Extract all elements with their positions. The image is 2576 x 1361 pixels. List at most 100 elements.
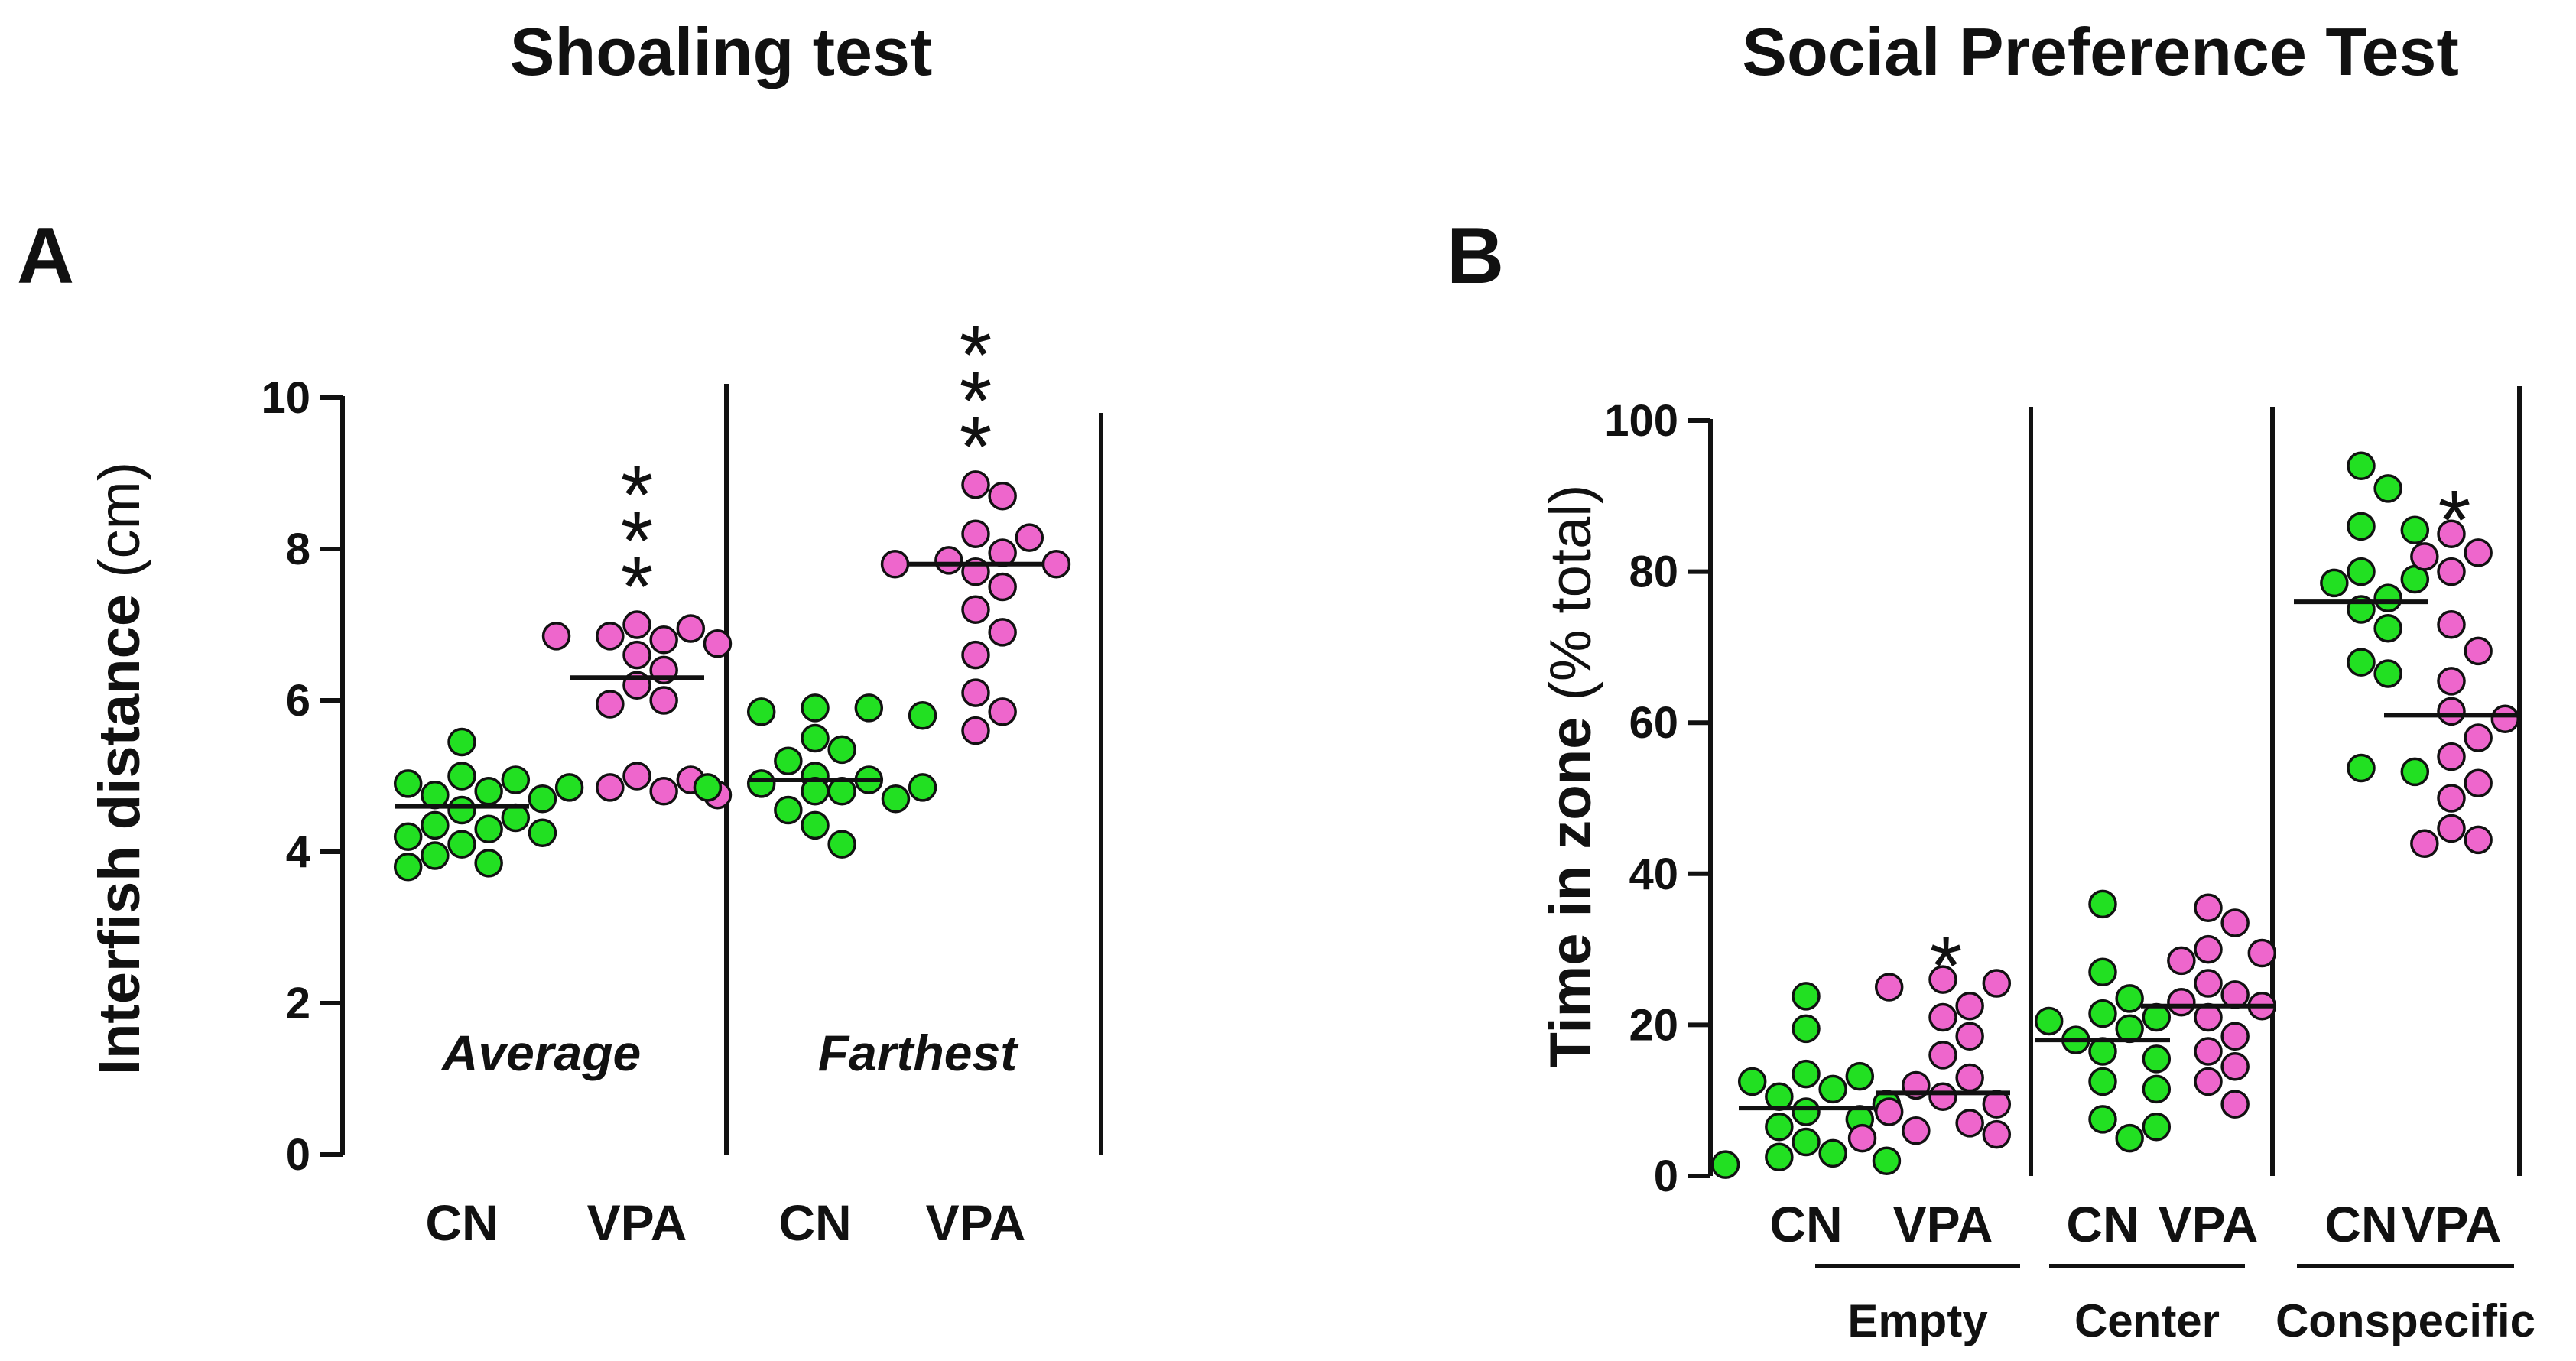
panel-b-conspecific-cn-point-10 — [2373, 613, 2402, 643]
panel-a-average-vpa-point-3 — [596, 622, 625, 651]
panel-a-farthest-cn-point-18 — [827, 830, 856, 859]
panel-b-conspecific-vpa-point-4 — [2437, 557, 2466, 586]
panel-b-empty-cn-point-9 — [1792, 1097, 1821, 1126]
panel-b-empty-vpa-point-15 — [1982, 1119, 2012, 1149]
panel-b-conspecific-cn-point-4 — [2400, 515, 2430, 545]
panel-letter-a: A — [17, 212, 74, 300]
panel-b-y-tick-label-100: 100 — [1604, 396, 1678, 446]
panel-a-farthest-cn-point-16 — [774, 795, 803, 825]
panel-a-average-cn-point-11 — [421, 810, 450, 840]
panel-b-empty-vpa-point-13 — [1955, 1109, 1984, 1138]
panel-b-center-vpa-point-6 — [2194, 969, 2223, 998]
panel-b-empty-vpa-point-2 — [1982, 969, 2012, 998]
panel-b-empty-vpa-point-16 — [1847, 1123, 1877, 1153]
panel-b-conspecific-cn-point-7 — [2320, 568, 2349, 598]
panel-letter-b: B — [1447, 212, 1504, 300]
panel-b-center-vpa-point-4 — [2247, 938, 2277, 968]
panel-b-empty-vpa-point-7 — [1928, 1041, 1957, 1070]
panel-b-conspecific-cn-point-14 — [2400, 757, 2430, 787]
panel-a-average-cn-category-label: CN — [425, 1194, 498, 1251]
panel-a-farthest-vpa-significance-star-2: * — [960, 354, 992, 448]
panel-b-center-cn-point-2 — [2088, 957, 2117, 986]
panel-b-center-cn-point-1 — [2088, 889, 2117, 919]
panel-b-empty-cn-point-13 — [1818, 1138, 1847, 1168]
panel-a-farthest-condition-label: Farthest — [818, 1025, 1019, 1081]
panel-b-center-vpa-point-3 — [2194, 934, 2223, 964]
panel-a-y-tick-label-4: 4 — [286, 827, 310, 877]
panel-a-y-tick-label-0: 0 — [286, 1130, 310, 1180]
panel-a-farthest-cn-point-3 — [746, 697, 776, 726]
panel-a-farthest-cn-point-10 — [746, 769, 776, 798]
panel-a-y-tick-label-8: 8 — [286, 525, 310, 574]
panel-b-empty-vpa-category-label: VPA — [1893, 1196, 1993, 1252]
panel-b-conspecific-vpa-point-9 — [2490, 704, 2520, 734]
panel-b-conspecific-vpa-point-5 — [2437, 610, 2466, 639]
panel-b-center-cn-point-4 — [2088, 999, 2117, 1028]
panel-b-empty-vpa-point-3 — [1874, 973, 1904, 1002]
panel-a-farthest-cn-point-5 — [801, 723, 830, 753]
panel-b-center-vpa-category-label: VPA — [2159, 1196, 2259, 1252]
panel-a-farthest-cn-category-label: CN — [778, 1194, 851, 1251]
panel-a-farthest-vpa-point-14 — [961, 678, 990, 707]
panel-a-average-cn-point-16 — [421, 841, 450, 870]
panel-b-conspecific-zone-label: Conspecific — [2276, 1295, 2535, 1346]
panel-a-farthest-cn-point-12 — [693, 773, 723, 802]
panel-a-average-vpa-point-14 — [596, 773, 625, 802]
panel-a-farthest-cn-point-6 — [827, 735, 856, 765]
panel-a-average-cn-point-6 — [474, 777, 503, 806]
panel-a-farthest-cn-point-15 — [881, 784, 911, 814]
panel-a-average-cn-point-14 — [393, 822, 423, 851]
panel-a-average-cn-point-2 — [447, 762, 476, 791]
panel-b-center-cn-point-11 — [2088, 1067, 2117, 1096]
panel-b-y-tick-label-80: 80 — [1629, 547, 1678, 597]
panel-a-farthest-vpa-point-16 — [961, 716, 990, 745]
panel-a-farthest-vpa-point-15 — [988, 697, 1017, 726]
panel-b-y-tick-label-60: 60 — [1629, 698, 1678, 748]
panel-b-center-zone-label: Center — [2074, 1295, 2220, 1346]
panel-b-empty-vpa-point-12 — [1874, 1097, 1904, 1126]
panel-b-empty-cn-category-label: CN — [1769, 1196, 1842, 1252]
panel-a-average-vpa-significance-star-3: * — [621, 448, 654, 542]
panel-a-average-vpa-point-12 — [622, 762, 651, 791]
panel-b-center-vpa-point-15 — [2220, 1090, 2250, 1119]
panel-a-average-condition-label: Average — [440, 1025, 642, 1081]
panel-a-farthest-vpa-point-11 — [961, 595, 990, 624]
panel-b-conspecific-cn-point-8 — [2373, 583, 2402, 612]
panel-a-average-cn-point-12 — [474, 814, 503, 844]
panel-b-center-cn-point-3 — [2115, 984, 2144, 1013]
panel-b-y-tick-label-0: 0 — [1654, 1151, 1678, 1201]
panel-b-empty-cn-point-16 — [1710, 1150, 1740, 1179]
panel-b-conspecific-cn-point-13 — [2347, 753, 2376, 783]
panel-a-average-vpa-point-7 — [622, 640, 651, 670]
panel-b-center-vpa-point-5 — [2167, 946, 2196, 976]
panel-b-y-tick-label-40: 40 — [1629, 849, 1678, 899]
panel-a-farthest-vpa-point-4 — [1015, 523, 1044, 552]
panel-b-center-cn-point-15 — [2115, 1123, 2144, 1153]
interfish-distance-label-unit: (cm) — [87, 462, 152, 578]
panel-b-conspecific-vpa-point-12 — [2464, 768, 2493, 797]
panel-b-empty-zone-label: Empty — [1847, 1295, 1988, 1346]
panel-b-empty-cn-point-11 — [1765, 1113, 1794, 1142]
panel-b-conspecific-cn-point-2 — [2373, 474, 2402, 503]
panel-b-conspecific-vpa-point-13 — [2437, 784, 2466, 813]
panel-b-conspecific-vpa-point-14 — [2437, 814, 2466, 843]
panel-a-average-vpa-point-1 — [622, 610, 651, 639]
panel-b-empty-vpa-significance-star: * — [1930, 919, 1963, 1013]
panel-a-farthest-cn-point-17 — [801, 810, 830, 840]
panel-b-center-vpa-point-14 — [2194, 1067, 2223, 1096]
panel-b-center-vpa-point-1 — [2194, 893, 2223, 923]
panel-b-conspecific-vpa-point-15 — [2464, 825, 2493, 855]
panel-b-conspecific-vpa-point-16 — [2410, 829, 2439, 859]
panel-a-y-tick-label-6: 6 — [286, 676, 310, 726]
panel-b-conspecific-vpa-point-11 — [2437, 742, 2466, 771]
panel-b-empty-cn-point-4 — [1845, 1061, 1875, 1091]
panel-b-center-cn-point-13 — [2088, 1105, 2117, 1134]
panel-a-farthest-vpa-point-7 — [1041, 550, 1071, 579]
panel-a-average-vpa-category-label: VPA — [587, 1194, 687, 1251]
panel-a-farthest-vpa-point-10 — [988, 572, 1017, 602]
panel-b-conspecific-vpa-point-6 — [2464, 636, 2493, 666]
panel-b-empty-cn-point-5 — [1737, 1067, 1767, 1096]
panel-b-center-vpa-point-2 — [2220, 908, 2250, 937]
